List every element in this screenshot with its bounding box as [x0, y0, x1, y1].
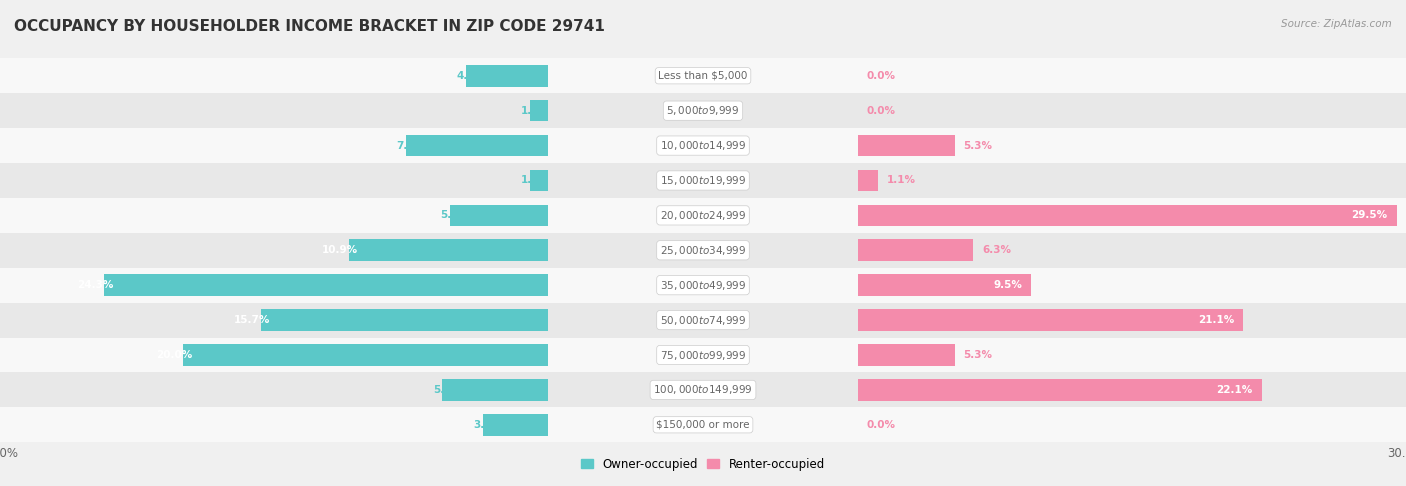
Bar: [858, 379, 1261, 401]
Bar: [467, 65, 548, 87]
Bar: [548, 128, 858, 163]
Bar: [858, 240, 973, 261]
Bar: [406, 135, 548, 156]
Bar: [443, 379, 548, 401]
Text: 0.0%: 0.0%: [866, 71, 896, 81]
Text: $150,000 or more: $150,000 or more: [657, 420, 749, 430]
Text: 0.0%: 0.0%: [866, 105, 896, 116]
Text: $50,000 to $74,999: $50,000 to $74,999: [659, 313, 747, 327]
Bar: [548, 268, 858, 303]
Bar: [858, 135, 955, 156]
Text: $5,000 to $9,999: $5,000 to $9,999: [666, 104, 740, 117]
Text: 1.0%: 1.0%: [520, 105, 550, 116]
Text: $75,000 to $99,999: $75,000 to $99,999: [659, 348, 747, 362]
Text: 1.1%: 1.1%: [887, 175, 915, 186]
Bar: [0, 233, 548, 268]
Bar: [858, 128, 1406, 163]
Text: 15.7%: 15.7%: [235, 315, 270, 325]
Text: 24.3%: 24.3%: [77, 280, 114, 290]
Bar: [548, 338, 858, 372]
Bar: [548, 198, 858, 233]
Text: 0.0%: 0.0%: [866, 420, 896, 430]
Text: 29.5%: 29.5%: [1351, 210, 1388, 220]
Bar: [858, 407, 1406, 442]
Text: 5.8%: 5.8%: [433, 385, 463, 395]
Bar: [548, 407, 858, 442]
Bar: [530, 100, 548, 122]
Bar: [262, 309, 548, 331]
Bar: [0, 128, 548, 163]
Bar: [0, 372, 548, 407]
Bar: [548, 58, 858, 93]
Text: 10.9%: 10.9%: [322, 245, 359, 255]
Bar: [530, 170, 548, 191]
Text: 21.1%: 21.1%: [1198, 315, 1234, 325]
Text: 6.3%: 6.3%: [981, 245, 1011, 255]
Text: 4.5%: 4.5%: [457, 71, 486, 81]
Bar: [858, 338, 1406, 372]
Legend: Owner-occupied, Renter-occupied: Owner-occupied, Renter-occupied: [576, 453, 830, 475]
Bar: [858, 198, 1406, 233]
Text: 9.5%: 9.5%: [993, 280, 1022, 290]
Bar: [482, 414, 548, 435]
Bar: [858, 309, 1243, 331]
Text: $15,000 to $19,999: $15,000 to $19,999: [659, 174, 747, 187]
Text: $25,000 to $34,999: $25,000 to $34,999: [659, 244, 747, 257]
Bar: [0, 268, 548, 303]
Bar: [858, 93, 1406, 128]
Bar: [548, 163, 858, 198]
Bar: [0, 303, 548, 338]
Text: Source: ZipAtlas.com: Source: ZipAtlas.com: [1281, 19, 1392, 30]
Text: 3.6%: 3.6%: [474, 420, 502, 430]
Bar: [548, 303, 858, 338]
Bar: [0, 198, 548, 233]
Bar: [858, 303, 1406, 338]
Bar: [0, 163, 548, 198]
Text: 22.1%: 22.1%: [1216, 385, 1253, 395]
Text: $10,000 to $14,999: $10,000 to $14,999: [659, 139, 747, 152]
Text: Less than $5,000: Less than $5,000: [658, 71, 748, 81]
Bar: [858, 372, 1406, 407]
Bar: [858, 344, 955, 366]
Bar: [858, 268, 1406, 303]
Text: OCCUPANCY BY HOUSEHOLDER INCOME BRACKET IN ZIP CODE 29741: OCCUPANCY BY HOUSEHOLDER INCOME BRACKET …: [14, 19, 605, 35]
Bar: [858, 163, 1406, 198]
Bar: [0, 93, 548, 128]
Bar: [858, 233, 1406, 268]
Text: 5.3%: 5.3%: [963, 350, 993, 360]
Text: 1.0%: 1.0%: [520, 175, 550, 186]
Text: 7.8%: 7.8%: [396, 140, 426, 151]
Bar: [548, 372, 858, 407]
Bar: [858, 58, 1406, 93]
Text: 5.3%: 5.3%: [963, 140, 993, 151]
Bar: [450, 205, 548, 226]
Bar: [0, 338, 548, 372]
Text: $35,000 to $49,999: $35,000 to $49,999: [659, 278, 747, 292]
Text: $20,000 to $24,999: $20,000 to $24,999: [659, 209, 747, 222]
Bar: [858, 275, 1032, 296]
Bar: [548, 93, 858, 128]
Bar: [858, 170, 877, 191]
Bar: [183, 344, 548, 366]
Bar: [104, 275, 548, 296]
Text: 5.4%: 5.4%: [440, 210, 470, 220]
Text: $100,000 to $149,999: $100,000 to $149,999: [654, 383, 752, 397]
Bar: [858, 205, 1396, 226]
Text: 20.0%: 20.0%: [156, 350, 191, 360]
Bar: [0, 58, 548, 93]
Bar: [0, 407, 548, 442]
Bar: [548, 233, 858, 268]
Bar: [349, 240, 548, 261]
